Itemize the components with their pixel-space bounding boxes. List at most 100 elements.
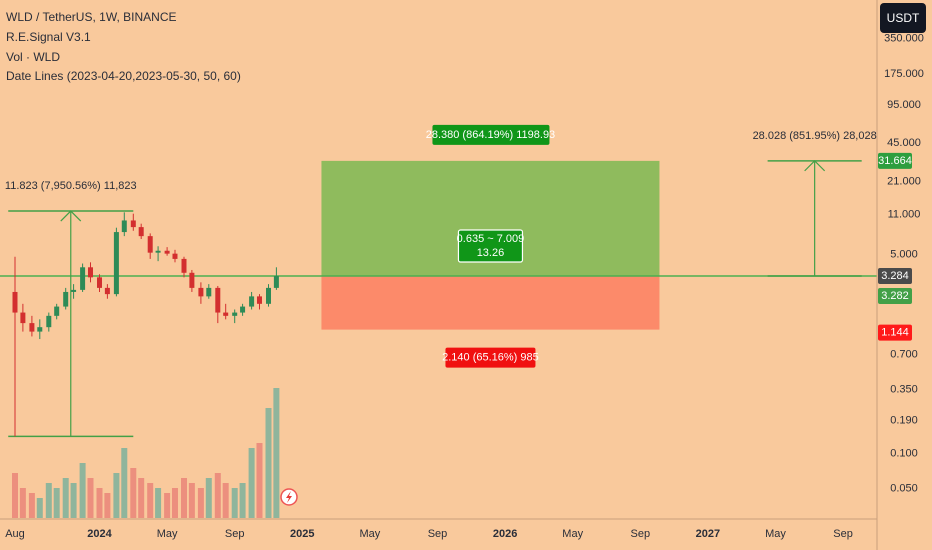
center-label: 0.635 ~ 7.009 bbox=[457, 233, 525, 245]
candle-body bbox=[232, 312, 238, 316]
currency-button[interactable] bbox=[880, 3, 926, 33]
volume-bar bbox=[12, 473, 18, 518]
candle-body bbox=[37, 327, 43, 332]
time-tick-label: Sep bbox=[631, 528, 651, 540]
volume-bar bbox=[222, 483, 229, 518]
candle-body bbox=[256, 296, 262, 304]
symbol-title: WLD / TetherUS, 1W, BINANCE bbox=[6, 10, 177, 24]
stop-zone bbox=[321, 276, 660, 330]
candle-body bbox=[223, 312, 229, 316]
center-label: 13.26 bbox=[477, 247, 505, 259]
price-label: 31.664 bbox=[878, 155, 912, 167]
candle-body bbox=[240, 306, 246, 313]
indicator: Date Lines (2023-04-20,2023-05-30, 50, 6… bbox=[6, 69, 241, 83]
time-tick-label: Sep bbox=[833, 528, 853, 540]
candle-body bbox=[249, 296, 255, 307]
candle-body bbox=[121, 220, 127, 233]
price-label-bg bbox=[878, 288, 912, 305]
volume-bar bbox=[113, 473, 120, 518]
candle-body bbox=[71, 289, 77, 292]
plot-area: 28.380 (864.19%) 1198.93 2.140 (65.16%) 9… bbox=[0, 124, 877, 518]
candle-body bbox=[104, 287, 110, 295]
volume-bar bbox=[79, 463, 86, 518]
volume-bar bbox=[231, 488, 238, 518]
candle-body bbox=[113, 232, 119, 295]
candle-body bbox=[138, 227, 144, 237]
measure-label: 11.823 (7,950.56%) 11,823 bbox=[5, 180, 137, 192]
indicator: Vol · WLD bbox=[6, 50, 60, 64]
candle-body bbox=[164, 250, 170, 254]
volume-bar bbox=[205, 478, 212, 518]
price-tick-label: 11.000 bbox=[888, 209, 921, 221]
stop-label: 2.140 (65.16%) 985 bbox=[442, 352, 539, 364]
target-label: 28.380 (864.19%) 1198.93 bbox=[426, 129, 555, 141]
volume-bar bbox=[265, 408, 272, 518]
volume-bar bbox=[239, 483, 246, 518]
volume-bar bbox=[248, 448, 255, 518]
volume-bar bbox=[121, 448, 128, 518]
price-tick-label: 0.100 bbox=[890, 447, 918, 459]
price-label-bg bbox=[878, 152, 912, 169]
price-tick-label: 350.000 bbox=[884, 33, 924, 45]
candle-body bbox=[80, 267, 86, 290]
candle-body bbox=[155, 250, 161, 253]
volume-bar bbox=[256, 443, 263, 518]
volume-bar bbox=[181, 478, 187, 518]
currency-label[interactable]: USDT bbox=[887, 11, 920, 25]
price-tick-label: 95.000 bbox=[887, 99, 921, 111]
time-tick-label: Sep bbox=[428, 528, 448, 540]
center-label-bg bbox=[457, 229, 524, 263]
time-tick-label: May bbox=[562, 528, 583, 540]
time-tick-label: 2025 bbox=[290, 528, 314, 540]
volume-bar bbox=[104, 493, 111, 518]
volume-bar bbox=[273, 388, 280, 518]
volume-bar bbox=[62, 478, 69, 518]
volume-bar bbox=[96, 488, 103, 518]
candle-body bbox=[266, 287, 271, 304]
candle-body bbox=[130, 220, 136, 228]
volume-bar bbox=[53, 488, 60, 518]
candle-body bbox=[147, 236, 153, 253]
candle-body bbox=[12, 291, 18, 313]
time-tick-label: May bbox=[360, 528, 381, 540]
volume-bar bbox=[28, 493, 35, 518]
price-label: 1.144 bbox=[881, 327, 909, 339]
candle-body bbox=[46, 315, 52, 328]
volume-bar bbox=[87, 478, 94, 518]
volume-bar bbox=[171, 488, 178, 518]
volume-bar bbox=[197, 488, 204, 518]
candle-body bbox=[97, 277, 102, 288]
candle-body bbox=[29, 323, 35, 332]
time-tick-label: 2027 bbox=[696, 528, 720, 540]
volume-bar bbox=[19, 488, 26, 518]
price-tick-label: 0.050 bbox=[890, 483, 918, 495]
volume-bar bbox=[155, 488, 162, 518]
volume-bar bbox=[36, 498, 43, 518]
candle-body bbox=[54, 306, 60, 316]
candle-body bbox=[206, 287, 212, 297]
time-tick-label: Aug bbox=[5, 528, 25, 540]
price-label: 3.284 bbox=[881, 270, 909, 282]
time-tick-label: 2024 bbox=[87, 528, 112, 540]
indicator: R.E.Signal V3.1 bbox=[6, 30, 91, 44]
measure-label: 28.028 (851.95%) 28,028 bbox=[753, 130, 877, 142]
volume-bar bbox=[188, 483, 195, 518]
candle-body bbox=[273, 276, 279, 288]
candle-body bbox=[172, 253, 178, 259]
price-tick-label: 0.190 bbox=[890, 415, 918, 427]
price-tick-label: 45.000 bbox=[887, 137, 921, 149]
stop-label-bg bbox=[445, 347, 536, 368]
price-tick-label: 0.700 bbox=[890, 348, 918, 360]
volume-bar bbox=[130, 468, 137, 518]
candle-body bbox=[189, 272, 195, 288]
volume-bar bbox=[45, 483, 52, 518]
target-label-bg bbox=[432, 124, 550, 145]
time-tick-label: May bbox=[157, 528, 178, 540]
price-label-bg bbox=[878, 324, 912, 341]
volume-bar bbox=[214, 473, 221, 518]
price-tick-label: 5.000 bbox=[890, 249, 918, 261]
price-tick-label: 0.350 bbox=[890, 384, 918, 396]
volume-bar bbox=[164, 493, 171, 518]
lightning-icon bbox=[280, 488, 298, 506]
price-tick-label: 175.000 bbox=[884, 68, 924, 80]
